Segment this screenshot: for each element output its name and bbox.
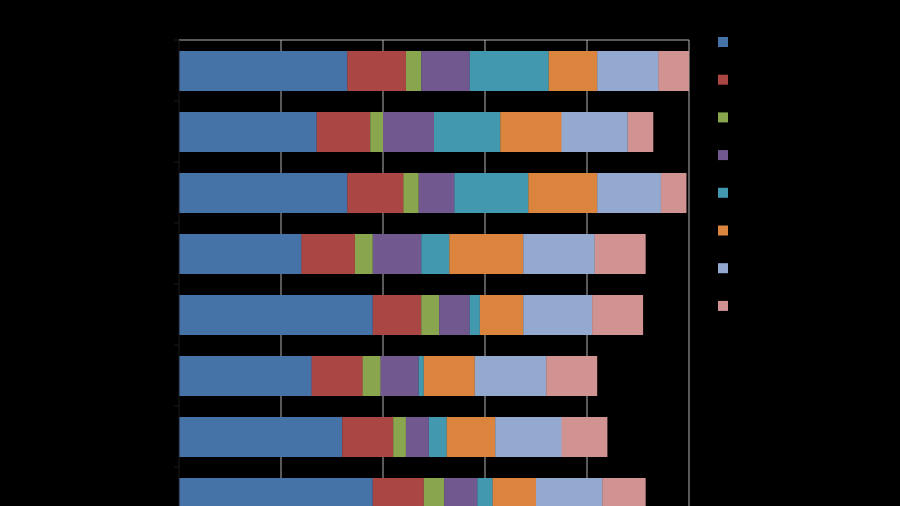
bar-row8-series7 xyxy=(536,478,603,506)
bar-row3-series3 xyxy=(403,173,419,213)
bar-row4-series6 xyxy=(449,234,524,274)
bar-row3-series5 xyxy=(454,173,529,213)
legend-swatch-6 xyxy=(718,225,728,236)
bar-row8-series3 xyxy=(423,478,445,506)
bar-row4-series3 xyxy=(354,234,373,274)
legend-swatch-5 xyxy=(718,187,728,198)
bar-row2-series7 xyxy=(561,112,628,152)
bar-row3-series4 xyxy=(418,173,455,213)
bars-layer xyxy=(179,51,689,506)
bar-row6-series4 xyxy=(380,356,419,396)
bar-row8-series5 xyxy=(477,478,493,506)
bar-row6-series2 xyxy=(311,356,363,396)
legend-swatch-7 xyxy=(718,263,728,274)
bar-row3-series2 xyxy=(347,173,404,213)
bar-row7-series8 xyxy=(561,417,608,457)
bar-row8-series1 xyxy=(179,478,373,506)
bar-row5-series5 xyxy=(469,295,480,335)
bar-row5-series3 xyxy=(421,295,440,335)
bar-row5-series1 xyxy=(179,295,373,335)
bar-row2-series3 xyxy=(370,112,383,152)
bar-row4-series2 xyxy=(301,234,355,274)
bar-row6-series6 xyxy=(423,356,475,396)
bar-row1-series7 xyxy=(597,51,659,91)
bar-row3-series8 xyxy=(660,173,687,213)
legend xyxy=(718,37,728,311)
bar-row4-series1 xyxy=(179,234,302,274)
bar-row7-series4 xyxy=(405,417,429,457)
bar-row3-series7 xyxy=(597,173,661,213)
bar-row7-series3 xyxy=(393,417,406,457)
bar-row4-series4 xyxy=(372,234,422,274)
bar-row8-series6 xyxy=(492,478,536,506)
bar-row5-series8 xyxy=(592,295,644,335)
legend-swatch-1 xyxy=(718,37,728,47)
bar-row6-series8 xyxy=(546,356,598,396)
bar-row7-series1 xyxy=(179,417,343,457)
bar-row2-series1 xyxy=(179,112,317,152)
category-axis xyxy=(174,39,180,506)
bar-row1-series6 xyxy=(548,51,598,91)
bar-row8-series4 xyxy=(444,478,478,506)
legend-swatch-8 xyxy=(718,300,728,311)
legend-swatch-4 xyxy=(718,150,728,161)
bar-row7-series2 xyxy=(342,417,394,457)
bar-row1-series2 xyxy=(347,51,406,91)
bar-row7-series7 xyxy=(495,417,562,457)
bar-row5-series7 xyxy=(523,295,593,335)
bar-row4-series7 xyxy=(523,234,595,274)
bar-row7-series5 xyxy=(428,417,447,457)
bar-row7-series6 xyxy=(446,417,496,457)
legend-swatch-2 xyxy=(718,74,728,85)
bar-row4-series8 xyxy=(594,234,646,274)
bar-row2-series8 xyxy=(627,112,654,152)
bar-row6-series7 xyxy=(474,356,547,396)
bar-row4-series5 xyxy=(421,234,450,274)
bar-row2-series4 xyxy=(383,112,434,152)
bar-row6-series1 xyxy=(179,356,312,396)
bar-row8-series8 xyxy=(602,478,646,506)
bar-row1-series5 xyxy=(469,51,549,91)
bar-row1-series4 xyxy=(421,51,470,91)
bar-row1-series1 xyxy=(179,51,348,91)
bar-row5-series2 xyxy=(372,295,422,335)
bar-row5-series4 xyxy=(439,295,470,335)
bar-row3-series1 xyxy=(179,173,348,213)
bar-row2-series6 xyxy=(500,112,562,152)
bar-row1-series8 xyxy=(658,51,689,91)
bar-row2-series5 xyxy=(434,112,501,152)
bar-row6-series5 xyxy=(418,356,424,396)
bar-row6-series3 xyxy=(362,356,381,396)
legend-swatch-3 xyxy=(718,112,728,123)
bar-row2-series2 xyxy=(316,112,371,152)
bar-row8-series2 xyxy=(372,478,424,506)
bar-row5-series6 xyxy=(479,295,524,335)
bar-row3-series6 xyxy=(528,173,598,213)
bar-row1-series3 xyxy=(405,51,422,91)
